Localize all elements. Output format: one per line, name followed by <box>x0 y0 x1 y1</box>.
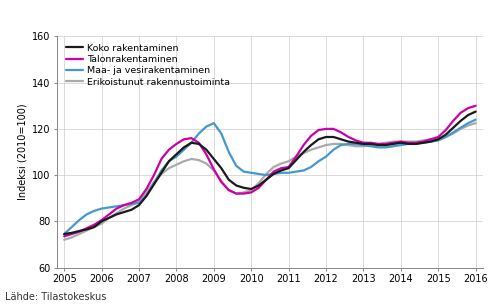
Koko rakentaminen <box>211 157 217 161</box>
Talonrakentaminen <box>211 168 217 171</box>
Erikoistunut rakennustoiminta <box>330 142 336 146</box>
Erikoistunut rakennustoiminta <box>473 121 479 125</box>
Koko rakentaminen <box>330 135 336 139</box>
Talonrakentaminen <box>376 142 382 146</box>
Talonrakentaminen <box>473 104 479 108</box>
Koko rakentaminen <box>473 110 479 113</box>
Line: Erikoistunut rakennustoiminta: Erikoistunut rakennustoiminta <box>64 123 476 240</box>
Koko rakentaminen <box>376 143 382 147</box>
Legend: Koko rakentaminen, Talonrakentaminen, Maa- ja vesirakentaminen, Erikoistunut rak: Koko rakentaminen, Talonrakentaminen, Ma… <box>66 43 230 87</box>
Maa- ja vesirakentaminen <box>376 146 382 149</box>
Line: Talonrakentaminen: Talonrakentaminen <box>64 106 476 236</box>
Erikoistunut rakennustoiminta <box>293 155 299 158</box>
Erikoistunut rakennustoiminta <box>61 238 67 242</box>
Text: Lähde: Tilastokeskus: Lähde: Tilastokeskus <box>5 292 106 302</box>
Maa- ja vesirakentaminen <box>293 170 299 174</box>
Talonrakentaminen <box>293 155 299 158</box>
Koko rakentaminen <box>61 232 67 236</box>
Koko rakentaminen <box>293 158 299 162</box>
Talonrakentaminen <box>69 232 74 236</box>
Erikoistunut rakennustoiminta <box>316 146 321 149</box>
Maa- ja vesirakentaminen <box>69 225 74 229</box>
Y-axis label: Indeksi (2010=100): Indeksi (2010=100) <box>18 104 28 200</box>
Talonrakentaminen <box>316 128 321 132</box>
Erikoistunut rakennustoiminta <box>69 236 74 239</box>
Maa- ja vesirakentaminen <box>330 148 336 151</box>
Talonrakentaminen <box>61 234 67 238</box>
Maa- ja vesirakentaminen <box>473 118 479 122</box>
Erikoistunut rakennustoiminta <box>211 169 217 172</box>
Koko rakentaminen <box>69 231 74 235</box>
Line: Maa- ja vesirakentaminen: Maa- ja vesirakentaminen <box>64 120 476 234</box>
Koko rakentaminen <box>316 137 321 141</box>
Maa- ja vesirakentaminen <box>211 121 217 125</box>
Erikoistunut rakennustoiminta <box>376 142 382 146</box>
Talonrakentaminen <box>330 127 336 131</box>
Maa- ja vesirakentaminen <box>61 232 67 236</box>
Line: Koko rakentaminen: Koko rakentaminen <box>64 112 476 234</box>
Maa- ja vesirakentaminen <box>316 159 321 163</box>
